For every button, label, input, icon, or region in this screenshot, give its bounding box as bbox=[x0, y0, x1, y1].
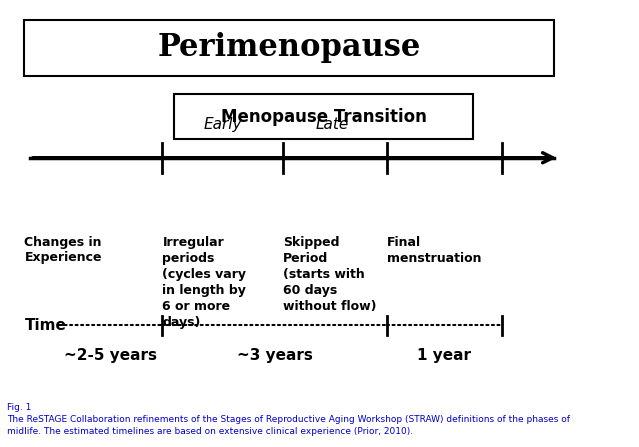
Text: Final
menstruation: Final menstruation bbox=[387, 236, 481, 265]
FancyBboxPatch shape bbox=[24, 20, 553, 76]
Text: Early: Early bbox=[204, 117, 242, 132]
Text: 1 year: 1 year bbox=[417, 348, 471, 363]
Text: Skipped
Period
(starts with
60 days
without flow): Skipped Period (starts with 60 days with… bbox=[283, 236, 377, 313]
Text: Changes in
Experience: Changes in Experience bbox=[24, 236, 102, 264]
Text: Menopause Transition: Menopause Transition bbox=[220, 108, 426, 126]
Text: Time: Time bbox=[24, 318, 66, 333]
Text: Perimenopause: Perimenopause bbox=[157, 33, 420, 63]
Text: Irregular
periods
(cycles vary
in length by
6 or more
days): Irregular periods (cycles vary in length… bbox=[162, 236, 247, 329]
Text: Late: Late bbox=[316, 117, 349, 132]
FancyBboxPatch shape bbox=[174, 94, 473, 139]
Text: Fig. 1
The ReSTAGE Collaboration refinements of the Stages of Reproductive Aging: Fig. 1 The ReSTAGE Collaboration refinem… bbox=[7, 404, 570, 436]
Text: ~3 years: ~3 years bbox=[236, 348, 312, 363]
Text: ~2-5 years: ~2-5 years bbox=[64, 348, 157, 363]
